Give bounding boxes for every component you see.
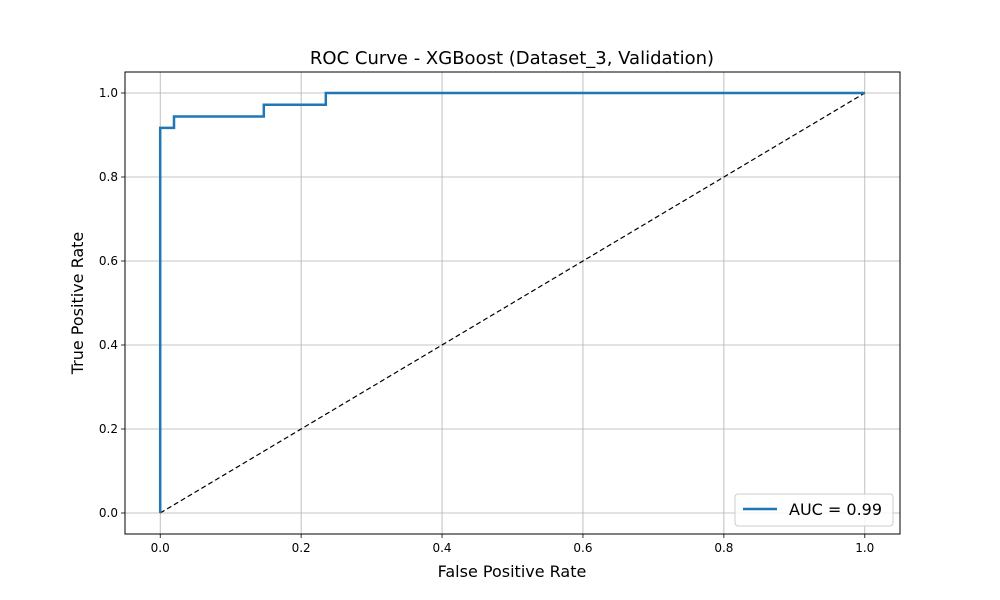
y-tick-label: 0.6 — [99, 254, 118, 268]
y-tick-label: 0.4 — [99, 338, 118, 352]
x-axis-label: False Positive Rate — [438, 562, 587, 581]
x-tick-label: 0.0 — [151, 541, 170, 555]
chance-diagonal-line — [159, 92, 866, 514]
chart-title: ROC Curve - XGBoost (Dataset_3, Validati… — [310, 48, 714, 69]
grid-lines — [125, 72, 900, 534]
series-layer — [158, 91, 866, 514]
x-axis-ticks: 0.0 0.2 0.4 0.6 0.8 1.0 — [151, 534, 874, 555]
y-axis-label: True Positive Rate — [68, 232, 87, 376]
y-tick-label: 0.2 — [99, 422, 118, 436]
x-tick-label: 0.2 — [292, 541, 311, 555]
x-tick-label: 1.0 — [855, 541, 874, 555]
roc-curve-line — [158, 91, 865, 513]
y-tick-label: 1.0 — [99, 86, 118, 100]
y-axis-ticks: 0.0 0.2 0.4 0.6 0.8 1.0 — [99, 86, 125, 520]
legend: AUC = 0.99 — [734, 493, 894, 527]
legend-label-auc: AUC = 0.99 — [789, 500, 882, 519]
y-tick-label: 0.0 — [99, 506, 118, 520]
y-tick-label: 0.8 — [99, 170, 118, 184]
x-tick-label: 0.8 — [714, 541, 733, 555]
legend-box — [734, 493, 894, 527]
x-tick-label: 0.6 — [573, 541, 592, 555]
plot-frame — [124, 71, 901, 535]
x-tick-label: 0.4 — [432, 541, 451, 555]
